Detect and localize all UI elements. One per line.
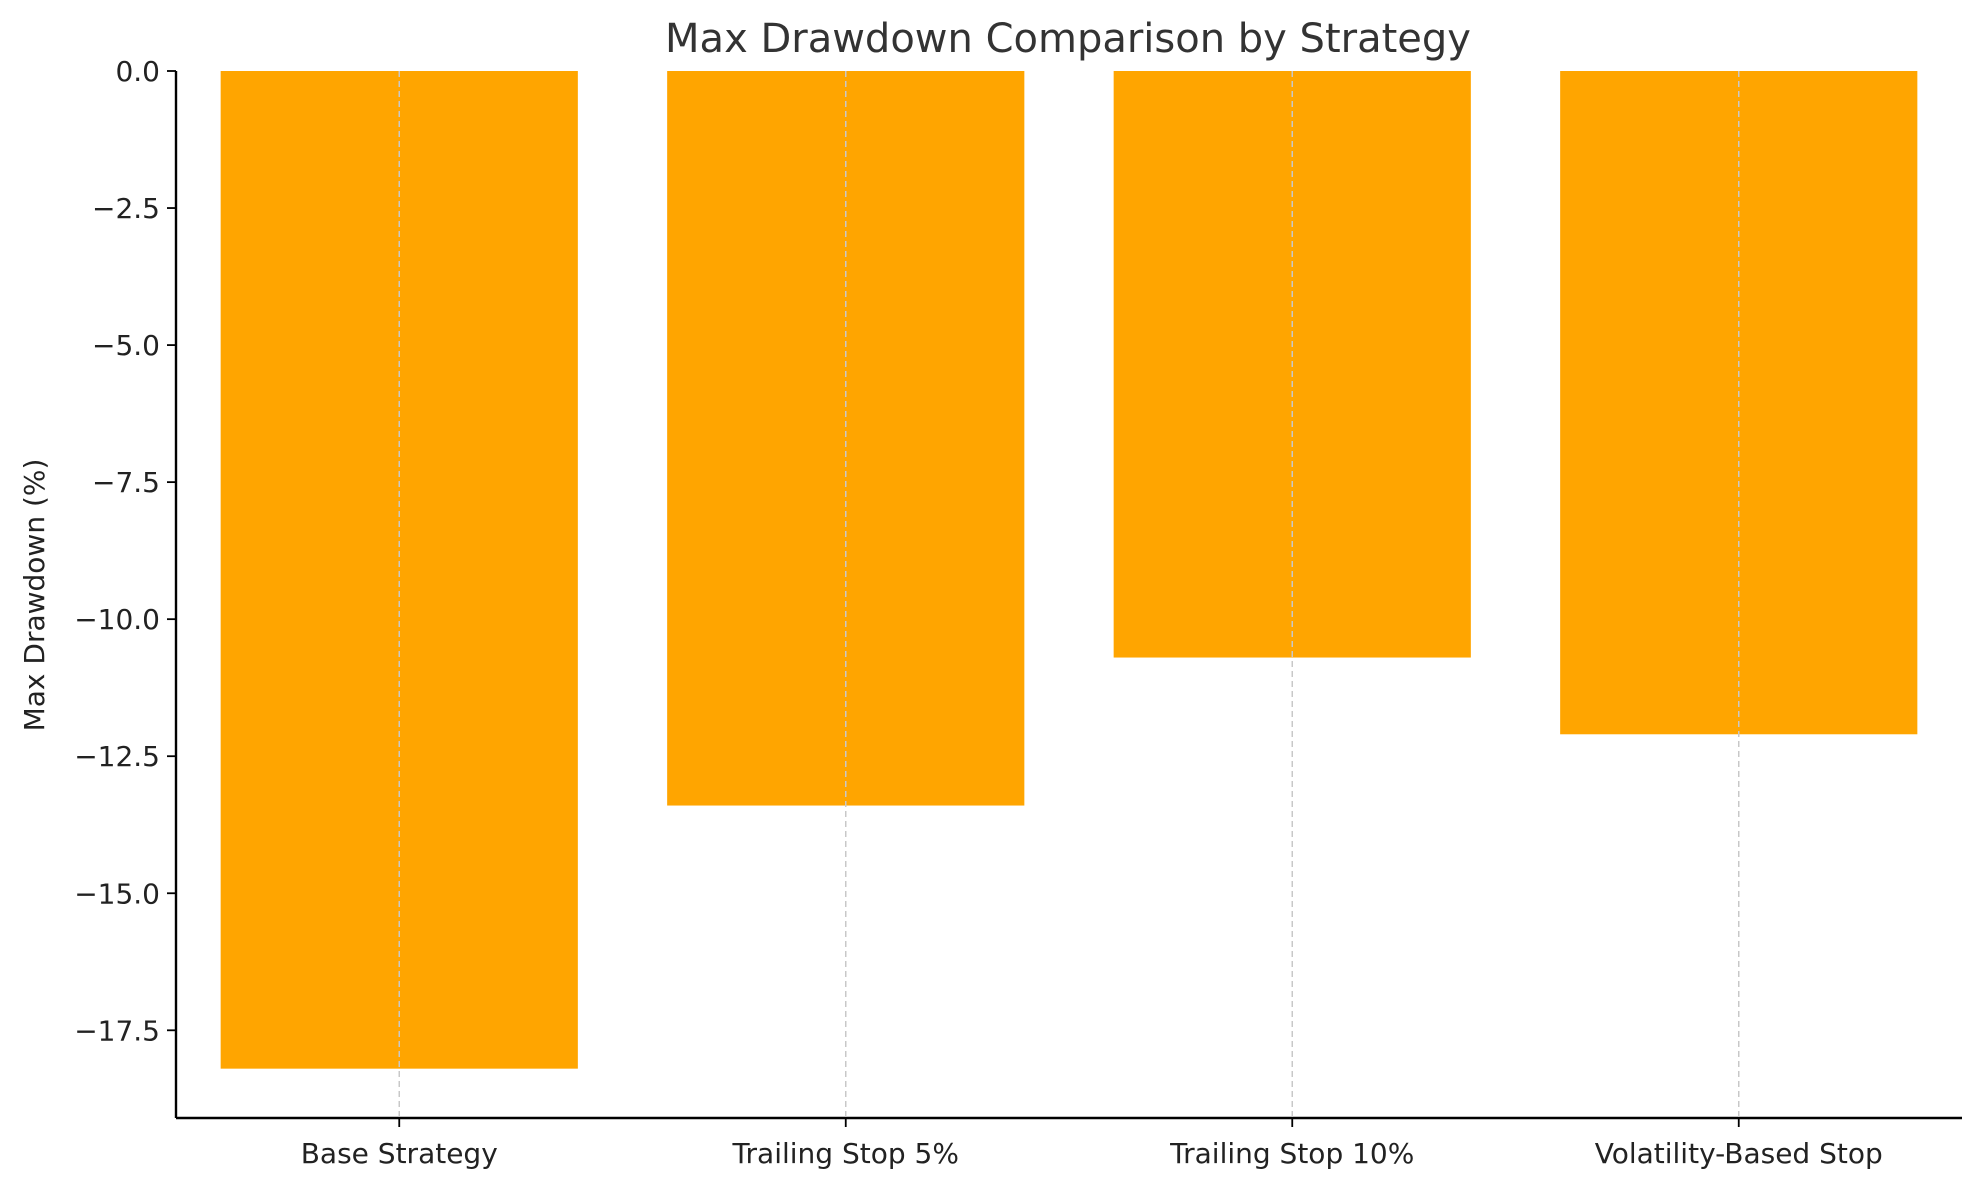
- y-tick-label-3: −7.5: [92, 466, 160, 499]
- x-tick-label-1: Trailing Stop 5%: [732, 1137, 959, 1170]
- y-axis-label: Max Drawdown (%): [18, 459, 51, 732]
- y-tick-label-4: −10.0: [74, 603, 160, 636]
- x-tick-label-0: Base Strategy: [301, 1137, 498, 1170]
- y-tick-label-6: −15.0: [74, 877, 160, 910]
- y-tick-label-1: −2.5: [92, 192, 160, 225]
- y-tick-label-7: −17.5: [74, 1014, 160, 1047]
- y-tick-label-2: −5.0: [92, 329, 160, 362]
- bars-layer: [220, 71, 1918, 1069]
- y-tick-label-5: −12.5: [74, 740, 160, 773]
- x-tick-label-3: Volatility-Based Stop: [1595, 1137, 1883, 1170]
- ticks-layer: 0.0 −2.5 −5.0 −7.5 −10.0 −12.5 −15.0 −17.5 Base …: [74, 55, 1883, 1170]
- y-tick-label-0: 0.0: [115, 55, 160, 88]
- grid-layer: [398, 71, 1740, 1118]
- bar-0: [220, 71, 578, 1069]
- chart-title: Max Drawdown Comparison by Strategy: [665, 16, 1471, 62]
- axes-layer: [174, 71, 1962, 1120]
- x-tick-label-2: Trailing Stop 10%: [1169, 1137, 1414, 1170]
